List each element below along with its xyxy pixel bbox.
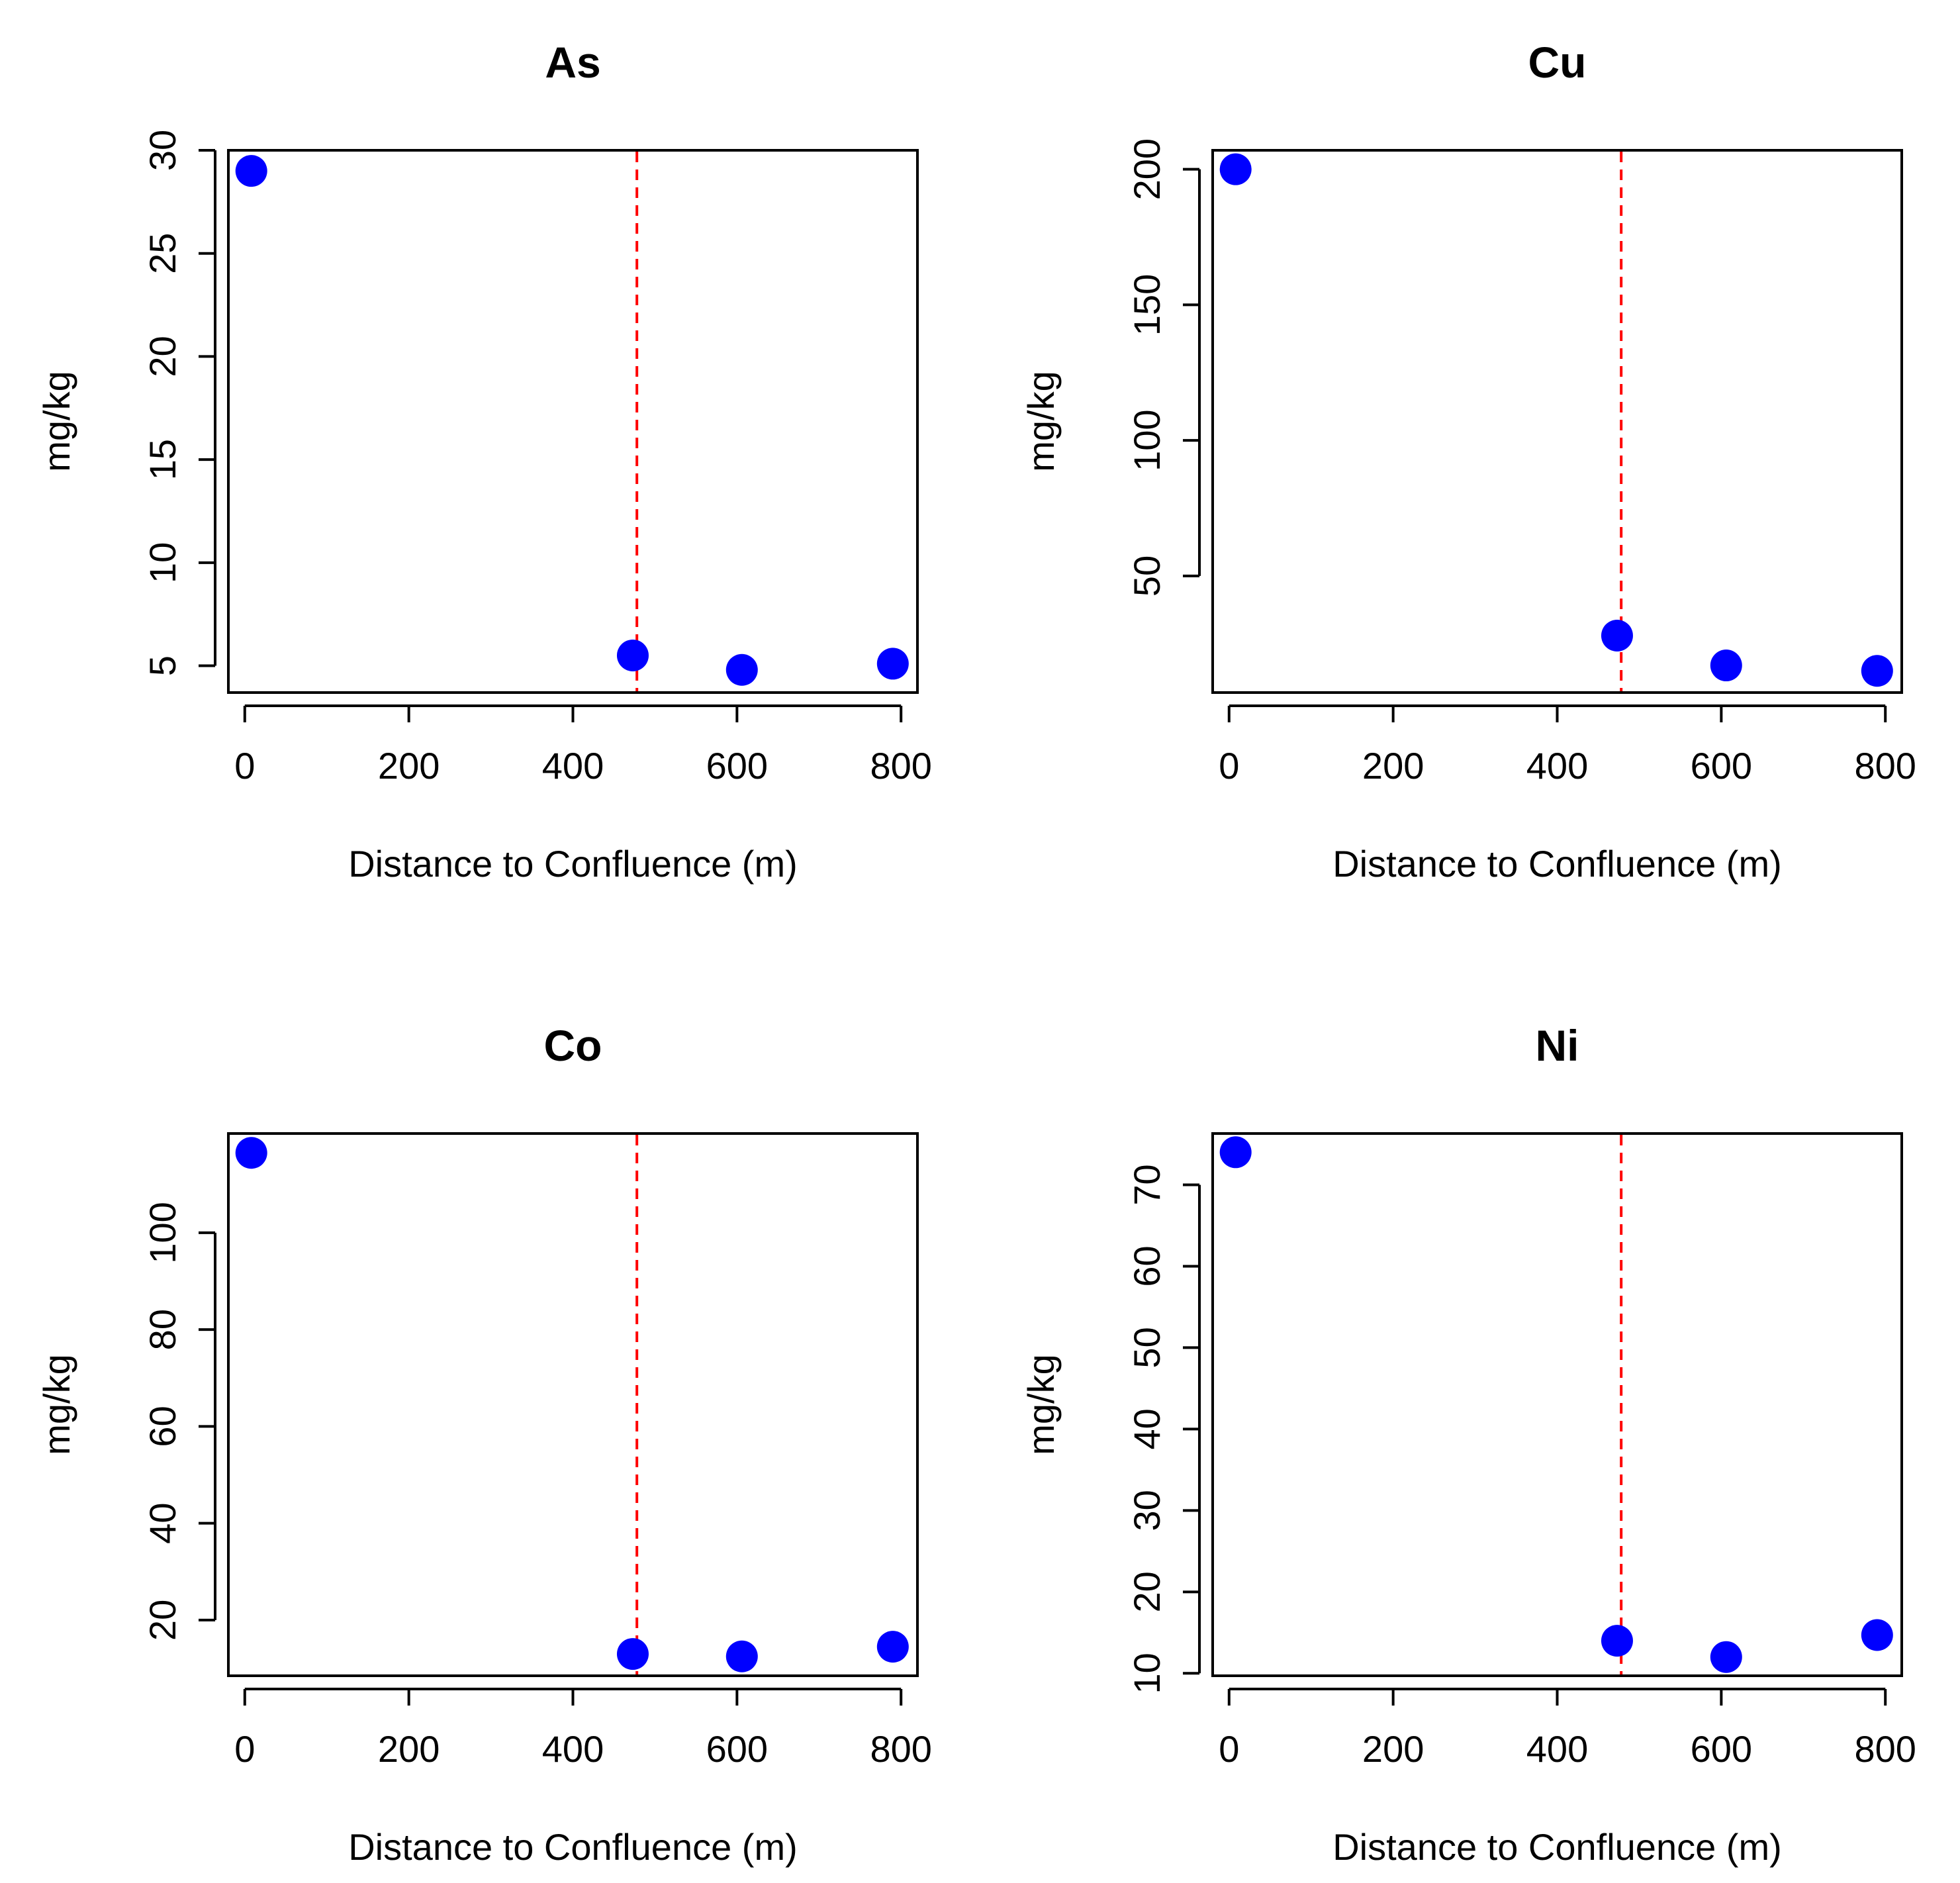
y-tick-label: 40 [1126,1408,1168,1449]
data-point [1710,650,1742,682]
x-axis-label: Distance to Confluence (m) [348,843,798,885]
data-point [235,155,267,187]
x-tick-label: 400 [1526,1728,1588,1770]
data-point [616,1638,649,1670]
y-tick-label: 150 [1126,274,1168,336]
data-point [1861,655,1893,687]
y-tick-label: 25 [142,233,183,274]
panel-title: Ni [1536,1021,1579,1070]
data-point [725,1640,758,1672]
x-tick-label: 800 [870,1728,931,1770]
data-point [616,639,649,671]
x-tick-label: 0 [234,745,255,787]
y-axis-label: mg/kg [1020,1354,1062,1455]
data-point [1601,1625,1633,1657]
data-point [1219,153,1252,185]
plot-frame [1211,1132,1903,1677]
y-axis-label: mg/kg [36,1354,77,1455]
data-point [1601,620,1633,652]
data-point [1219,1136,1252,1169]
x-tick-label: 600 [1691,745,1752,787]
x-tick-label: 200 [1362,745,1424,787]
y-tick-label: 20 [142,336,183,377]
panel-cu: Cu 0 200 400 600 800 50 100 150 200 Distance to Co… [1020,38,1916,885]
x-tick-label: 400 [542,1728,604,1770]
y-tick-label: 60 [1126,1245,1168,1286]
y-tick-label: 60 [142,1406,183,1447]
data-point [1861,1619,1893,1651]
x-tick-label: 800 [1854,745,1916,787]
plot-frame [227,149,919,694]
data-point [725,653,758,686]
y-tick-label: 30 [1126,1490,1168,1531]
panel-title: Cu [1528,38,1587,87]
x-axis-label: Distance to Confluence (m) [1332,843,1782,885]
x-axis-label: Distance to Confluence (m) [348,1826,798,1868]
y-tick-label: 70 [1126,1164,1168,1205]
x-tick-label: 400 [1526,745,1588,787]
y-tick-label: 200 [1126,138,1168,200]
y-tick-label: 20 [142,1600,183,1641]
panel-as: As 0 200 400 600 800 5 10 15 20 25 30 Distance to Co… [36,38,932,885]
x-tick-label: 600 [1691,1728,1752,1770]
y-tick-label: 50 [1126,555,1168,597]
plot-frame [1211,149,1903,694]
panel-title: Co [544,1021,602,1070]
x-tick-label: 200 [378,745,440,787]
x-tick-label: 0 [1219,1728,1239,1770]
y-tick-label: 100 [1126,409,1168,471]
panel-title: As [545,38,600,87]
x-tick-label: 200 [1362,1728,1424,1770]
y-tick-label: 10 [142,542,183,583]
y-tick-label: 15 [142,439,183,480]
x-tick-label: 800 [870,745,931,787]
x-tick-label: 0 [1219,745,1239,787]
data-point [1710,1641,1742,1673]
x-tick-label: 600 [706,1728,768,1770]
data-point [876,648,909,680]
y-tick-label: 50 [1126,1327,1168,1368]
x-axis-label: Distance to Confluence (m) [1332,1826,1782,1868]
x-tick-label: 400 [542,745,604,787]
y-tick-label: 30 [142,130,183,171]
y-tick-label: 5 [142,655,183,676]
data-point [876,1631,909,1663]
panel-co: Co 0 200 400 600 800 20 40 60 80 100 Distance to Co… [36,1021,932,1868]
y-tick-label: 80 [142,1309,183,1350]
y-tick-label: 40 [142,1503,183,1544]
x-tick-label: 800 [1854,1728,1916,1770]
y-axis-label: mg/kg [36,371,77,472]
y-tick-label: 20 [1126,1571,1168,1612]
plot-frame [227,1132,919,1677]
x-tick-label: 600 [706,745,768,787]
data-point [235,1137,267,1169]
x-tick-label: 200 [378,1728,440,1770]
y-axis-label: mg/kg [1020,371,1062,472]
y-tick-label: 100 [142,1202,183,1263]
y-tick-label: 10 [1126,1653,1168,1694]
x-tick-label: 0 [234,1728,255,1770]
panel-ni: Ni 0 200 400 600 800 10 20 30 40 50 60 70 Distance to… [1020,1021,1916,1868]
